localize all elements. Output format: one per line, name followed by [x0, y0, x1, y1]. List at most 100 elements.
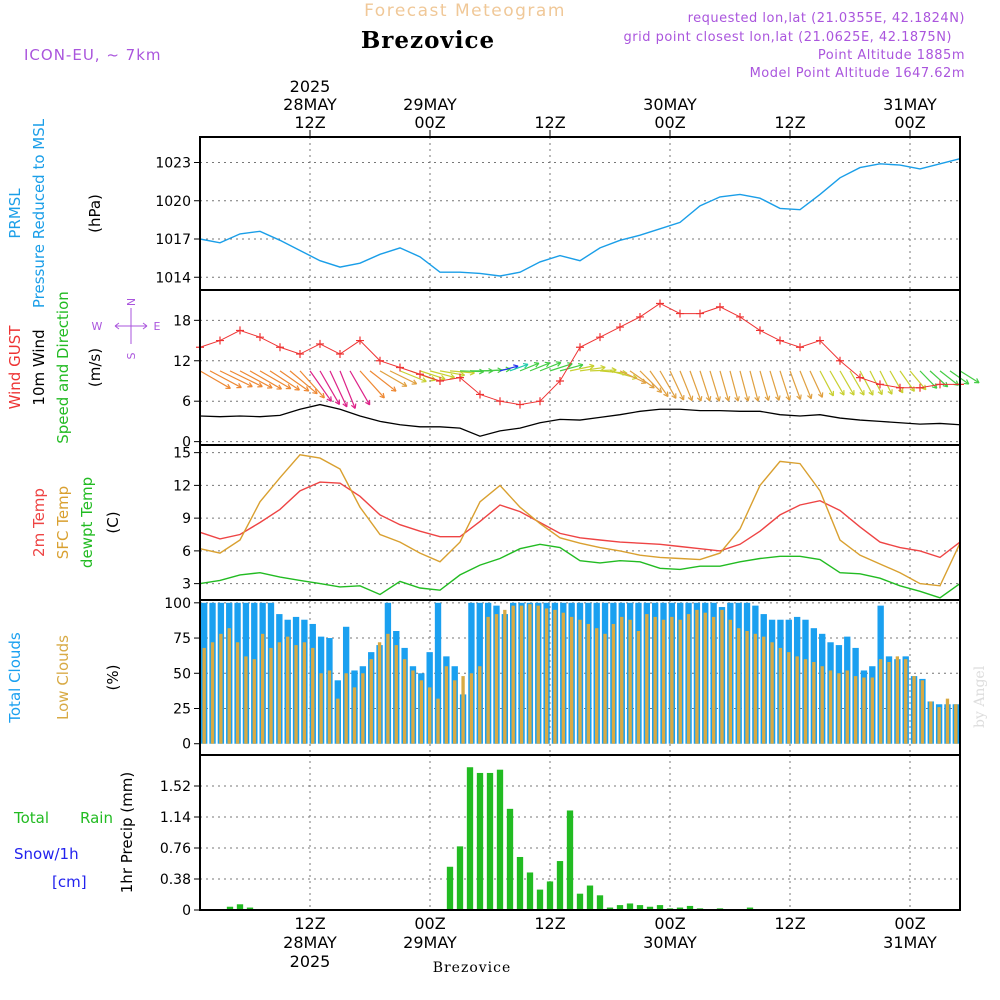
- bar-low-clouds: [636, 631, 641, 744]
- top-time-label: 00Z: [654, 113, 685, 132]
- ytick-label: 1017: [155, 232, 191, 248]
- compass-south: S: [125, 352, 138, 359]
- bar-low-clouds: [444, 666, 449, 744]
- bar-low-clouds: [277, 642, 282, 744]
- grid-point-coords: grid point closest lon,lat (21.0625E, 42…: [624, 30, 952, 45]
- ylabel-3: (C): [104, 511, 122, 533]
- bar-low-clouds: [227, 628, 231, 744]
- wind-arrow-head: [479, 371, 485, 375]
- wind-arrow-head: [430, 379, 436, 382]
- wind-arrow-shaft: [589, 369, 617, 372]
- wind-arrow-head: [449, 376, 455, 380]
- gust-marker: [516, 400, 524, 409]
- bar-low-clouds: [461, 676, 465, 744]
- wind-arrow-head: [421, 380, 427, 383]
- credit-watermark: by Angel: [972, 665, 988, 728]
- panel-frame: [199, 444, 961, 601]
- gust-marker: [536, 397, 544, 406]
- bar-low-clouds: [803, 659, 808, 744]
- wind-arrow-head: [567, 362, 573, 365]
- bar-low-clouds: [711, 616, 716, 744]
- bar-low-clouds: [603, 633, 607, 744]
- gust-marker: [696, 309, 704, 318]
- wind-arrow-shaft: [319, 370, 340, 405]
- wind-arrow: [539, 361, 562, 372]
- ylabel-1: Pressure Reduced to MSL: [30, 118, 48, 308]
- bottom-time-label: 29MAY: [403, 933, 457, 952]
- gust-marker: [596, 333, 604, 342]
- bar-total-rain: [676, 907, 684, 910]
- wind-arrow-shaft: [619, 370, 647, 384]
- wind-arrow: [429, 370, 455, 380]
- wind-arrow-head: [248, 382, 253, 387]
- wind-arrow-head: [278, 384, 283, 390]
- wind-arrow-head: [568, 363, 573, 368]
- ylabel-1: Rain: [80, 809, 113, 827]
- wind-arrow-shaft: [199, 370, 231, 389]
- wind-arrow-shaft: [719, 370, 730, 402]
- bar-total-rain: [646, 906, 654, 910]
- wind-arrow-shaft: [269, 370, 300, 391]
- wind-arrow: [699, 370, 712, 402]
- wind-arrow-head: [778, 395, 781, 401]
- wind-arrow-head: [319, 395, 325, 399]
- bar-total-rain: [476, 772, 484, 910]
- wind-arrow: [769, 370, 781, 401]
- bar-low-clouds: [453, 680, 457, 744]
- wind-arrow: [389, 370, 418, 385]
- gust-marker: [256, 333, 264, 342]
- compass-west: W: [92, 320, 103, 333]
- bar-low-clouds: [720, 609, 724, 744]
- compass-east: E: [154, 320, 161, 333]
- wind-arrow-head: [691, 395, 694, 401]
- bar-low-clouds: [862, 677, 866, 744]
- ytick-label: 9: [182, 511, 191, 527]
- gust-marker: [436, 376, 444, 385]
- ytick-label: 12: [173, 354, 191, 370]
- bar-total-rain: [686, 905, 694, 910]
- wind-arrow-head: [557, 362, 562, 367]
- ylabel-2: dewpt Temp: [78, 477, 96, 568]
- wind-arrow: [739, 370, 750, 402]
- bar-low-clouds: [494, 614, 499, 744]
- bar-low-clouds: [653, 616, 657, 744]
- wind-arrow-shaft: [689, 370, 702, 402]
- wind-arrow: [369, 370, 397, 392]
- wind-arrow: [759, 370, 771, 401]
- wind-arrow-shaft: [429, 370, 455, 379]
- bar-low-clouds: [344, 673, 348, 744]
- wind-arrow: [789, 370, 802, 400]
- bottom-time-label: 12Z: [774, 914, 805, 933]
- bar-low-clouds: [787, 652, 791, 744]
- bottom-time-label: 28MAY: [283, 933, 337, 952]
- wind-arrow-head: [788, 395, 792, 401]
- wind-arrow: [829, 370, 845, 396]
- wind-arrow-head: [687, 397, 693, 402]
- bar-low-clouds: [569, 616, 574, 744]
- bar-low-clouds: [202, 647, 206, 744]
- wind-arrow-shaft: [529, 362, 550, 372]
- bar-low-clouds: [544, 608, 549, 744]
- bar-low-clouds: [319, 673, 323, 744]
- bar-low-clouds: [519, 605, 524, 744]
- wind-arrow-shaft: [859, 370, 874, 396]
- bar-low-clouds: [611, 623, 616, 744]
- wind-arrow-head: [342, 403, 348, 408]
- wind-arrow-head: [365, 401, 370, 406]
- bar-total-rain: [656, 905, 664, 910]
- wind-arrow-head: [696, 397, 702, 402]
- wind-arrow: [249, 370, 283, 390]
- wind-arrow-shaft: [809, 370, 823, 398]
- gust-marker: [796, 343, 804, 352]
- wind-arrow-shaft: [369, 370, 397, 392]
- bar-low-clouds: [904, 659, 908, 744]
- ytick-label: 0: [182, 737, 191, 753]
- wind-arrow-shaft: [879, 370, 893, 395]
- wind-arrow-shaft: [389, 370, 417, 385]
- wind-arrow-head: [422, 377, 427, 382]
- gust-marker: [836, 356, 844, 365]
- wind-arrow-head: [817, 393, 823, 398]
- wind-arrow-head: [326, 398, 332, 402]
- gust-marker: [816, 336, 824, 345]
- ytick-label: 1023: [155, 156, 191, 172]
